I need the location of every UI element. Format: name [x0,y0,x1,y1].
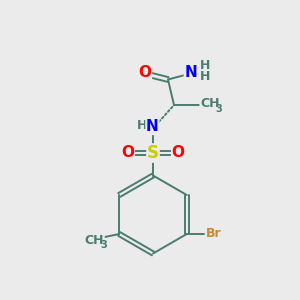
Text: H: H [200,70,210,83]
Text: S: S [147,144,159,162]
Text: N: N [184,65,197,80]
Text: CH: CH [200,97,220,110]
Text: 3: 3 [216,103,222,114]
Text: CH: CH [85,233,104,247]
Text: H: H [136,119,147,132]
Text: N: N [146,119,159,134]
Text: H: H [200,59,210,72]
Text: O: O [172,145,185,160]
Text: O: O [121,145,134,160]
Text: Br: Br [206,227,222,240]
Text: 3: 3 [100,240,107,250]
Text: O: O [138,65,152,80]
